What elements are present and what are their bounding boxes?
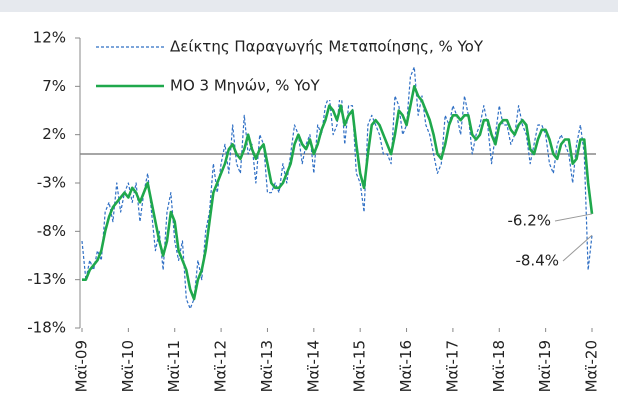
series-line bbox=[81, 66, 593, 310]
x-tick-label: Μαϊ-11 bbox=[165, 340, 183, 392]
x-tick-label: Μαϊ-14 bbox=[304, 340, 322, 392]
x-tick-label: Μαϊ-12 bbox=[212, 340, 230, 392]
x-tick-label: Μαϊ-18 bbox=[490, 340, 508, 392]
y-tick-label: -8% bbox=[37, 222, 66, 240]
x-tick-label: Μαϊ-13 bbox=[258, 340, 276, 392]
x-tick-label: Μαϊ-15 bbox=[351, 340, 369, 392]
annotation: -6.2% bbox=[507, 212, 551, 230]
x-tick-label: Μαϊ-16 bbox=[397, 340, 415, 392]
y-tick-label: -3% bbox=[37, 174, 66, 192]
x-tick-label: Μαϊ-09 bbox=[73, 340, 91, 392]
series-line bbox=[82, 85, 594, 301]
y-tick-label: -13% bbox=[27, 270, 66, 288]
y-tick-label: 2% bbox=[42, 125, 66, 143]
x-tick-label: Μαϊ-20 bbox=[583, 340, 601, 392]
legend-bg bbox=[92, 32, 364, 100]
annotation-leader bbox=[562, 234, 593, 262]
x-tick-label: Μαϊ-10 bbox=[119, 340, 137, 392]
y-tick-label: 7% bbox=[42, 77, 66, 95]
x-tick-label: Μαϊ-19 bbox=[536, 340, 554, 392]
annotation-leader bbox=[554, 213, 593, 222]
legend-label: Δείκτης Παραγωγής Μεταποίησης, % YoY bbox=[170, 38, 484, 56]
annotation: -8.4% bbox=[515, 252, 559, 270]
y-tick-label: 12% bbox=[33, 29, 66, 47]
x-tick-label: Μαϊ-17 bbox=[443, 340, 461, 392]
y-tick-label: -18% bbox=[27, 319, 66, 337]
legend-label: ΜΟ 3 Μηνών, % YoY bbox=[170, 77, 321, 95]
header-strip bbox=[0, 0, 618, 12]
